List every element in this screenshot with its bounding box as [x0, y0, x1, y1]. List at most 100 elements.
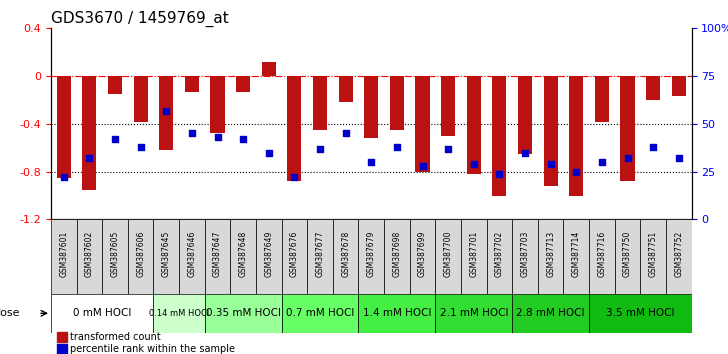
Point	[673, 155, 684, 161]
Point	[314, 146, 326, 152]
Bar	[441, 76, 455, 136]
Text: GSM387716: GSM387716	[598, 231, 606, 277]
FancyBboxPatch shape	[513, 219, 538, 294]
FancyBboxPatch shape	[358, 219, 384, 294]
FancyBboxPatch shape	[435, 294, 513, 333]
Point	[468, 161, 480, 167]
Text: GSM387677: GSM387677	[315, 231, 325, 277]
FancyBboxPatch shape	[358, 294, 435, 333]
Bar	[288, 76, 301, 181]
Bar	[416, 76, 430, 172]
Text: GSM387699: GSM387699	[418, 231, 427, 277]
Text: GSM387752: GSM387752	[674, 231, 684, 277]
Bar	[58, 332, 67, 342]
Text: 2.1 mM HOCl: 2.1 mM HOCl	[440, 308, 508, 318]
Bar	[236, 76, 250, 92]
Bar	[544, 76, 558, 186]
FancyBboxPatch shape	[230, 219, 256, 294]
FancyBboxPatch shape	[179, 219, 205, 294]
Point	[58, 175, 70, 180]
FancyBboxPatch shape	[513, 294, 589, 333]
FancyBboxPatch shape	[666, 219, 692, 294]
Text: dose: dose	[0, 353, 1, 354]
Bar	[646, 76, 660, 100]
Point	[647, 144, 659, 150]
Bar	[210, 76, 224, 133]
FancyBboxPatch shape	[461, 219, 486, 294]
FancyBboxPatch shape	[333, 219, 358, 294]
Text: GSM387700: GSM387700	[443, 231, 453, 277]
Text: 0.7 mM HOCl: 0.7 mM HOCl	[286, 308, 355, 318]
Point	[545, 161, 556, 167]
FancyBboxPatch shape	[589, 294, 692, 333]
FancyBboxPatch shape	[589, 219, 614, 294]
Bar	[82, 76, 96, 190]
Text: GSM387647: GSM387647	[213, 231, 222, 277]
Bar	[595, 76, 609, 121]
FancyBboxPatch shape	[282, 219, 307, 294]
FancyBboxPatch shape	[614, 219, 641, 294]
Text: 1.4 mM HOCl: 1.4 mM HOCl	[363, 308, 431, 318]
Text: GSM387703: GSM387703	[521, 231, 529, 277]
Text: 3.5 mM HOCl: 3.5 mM HOCl	[606, 308, 675, 318]
FancyBboxPatch shape	[154, 219, 179, 294]
FancyBboxPatch shape	[256, 219, 282, 294]
Bar	[159, 76, 173, 150]
FancyBboxPatch shape	[128, 219, 154, 294]
Bar	[57, 76, 71, 178]
Text: 0 mM HOCl: 0 mM HOCl	[73, 308, 131, 318]
Bar	[569, 76, 583, 195]
Text: percentile rank within the sample: percentile rank within the sample	[70, 344, 235, 354]
Point	[596, 159, 608, 165]
FancyBboxPatch shape	[538, 219, 563, 294]
Text: transformed count: transformed count	[70, 332, 161, 342]
Text: GSM387679: GSM387679	[367, 231, 376, 277]
Bar	[134, 76, 148, 121]
Point	[494, 171, 505, 176]
Point	[263, 150, 274, 155]
Text: GSM387605: GSM387605	[111, 231, 119, 277]
Point	[391, 144, 403, 150]
Text: GSM387648: GSM387648	[239, 231, 248, 277]
Text: GSM387750: GSM387750	[623, 231, 632, 277]
Bar	[620, 76, 635, 181]
Text: GSM387713: GSM387713	[546, 231, 555, 277]
Text: GSM387646: GSM387646	[187, 231, 197, 277]
FancyBboxPatch shape	[307, 219, 333, 294]
Text: GSM387645: GSM387645	[162, 231, 171, 277]
Text: GSM387601: GSM387601	[59, 231, 68, 277]
Text: GDS3670 / 1459769_at: GDS3670 / 1459769_at	[51, 11, 229, 27]
FancyBboxPatch shape	[154, 294, 205, 333]
FancyBboxPatch shape	[205, 219, 230, 294]
Text: GSM387714: GSM387714	[571, 231, 581, 277]
Point	[212, 135, 223, 140]
Text: GSM387701: GSM387701	[470, 231, 478, 277]
Point	[365, 159, 377, 165]
Bar	[390, 76, 404, 130]
Text: GSM387649: GSM387649	[264, 231, 273, 277]
Bar	[672, 76, 686, 96]
Bar	[492, 76, 507, 195]
Text: GSM387676: GSM387676	[290, 231, 299, 277]
Bar	[339, 76, 352, 102]
Text: GSM387602: GSM387602	[85, 231, 94, 277]
FancyBboxPatch shape	[563, 219, 589, 294]
Point	[84, 155, 95, 161]
Point	[416, 163, 428, 169]
Bar	[58, 344, 67, 354]
Point	[186, 131, 198, 136]
Bar	[262, 62, 276, 76]
FancyBboxPatch shape	[51, 219, 76, 294]
Bar	[313, 76, 327, 130]
Text: 2.8 mM HOCl: 2.8 mM HOCl	[516, 308, 585, 318]
Text: dose: dose	[0, 308, 20, 318]
FancyBboxPatch shape	[435, 219, 461, 294]
Point	[135, 144, 146, 150]
Bar	[518, 76, 532, 154]
Point	[340, 131, 352, 136]
Text: GSM387751: GSM387751	[649, 231, 657, 277]
Point	[622, 155, 633, 161]
FancyBboxPatch shape	[410, 219, 435, 294]
Text: GSM387678: GSM387678	[341, 231, 350, 277]
Text: 0.35 mM HOCl: 0.35 mM HOCl	[205, 308, 281, 318]
